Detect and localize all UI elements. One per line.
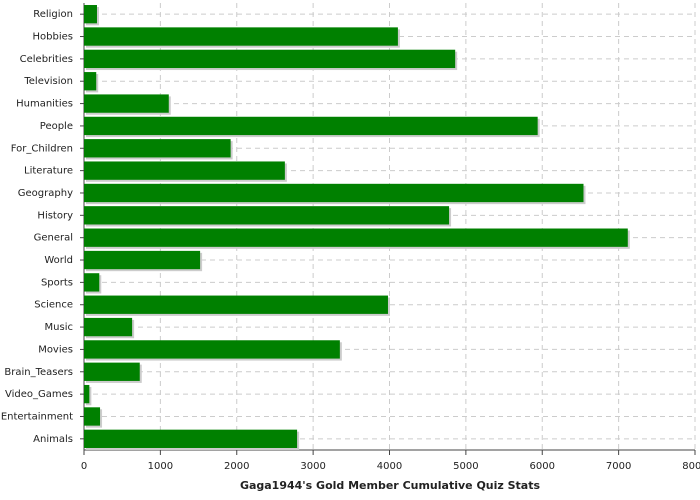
bar bbox=[84, 116, 538, 136]
x-tick-label: 6000 bbox=[530, 461, 555, 472]
bar bbox=[84, 139, 231, 158]
x-axis-title: Gaga1944's Gold Member Cumulative Quiz S… bbox=[240, 479, 541, 492]
bar bbox=[84, 27, 398, 46]
y-tick-label: Animals bbox=[33, 434, 73, 445]
y-tick-label: General bbox=[34, 233, 73, 244]
x-tick-label: 1000 bbox=[148, 461, 173, 472]
y-tick-label: Science bbox=[34, 300, 73, 311]
x-tick-label: 4000 bbox=[377, 461, 402, 472]
bar bbox=[84, 340, 340, 359]
x-tick-label: 0 bbox=[81, 461, 87, 472]
bar bbox=[84, 206, 450, 225]
y-tick-label: Brain_Teasers bbox=[4, 367, 73, 378]
y-tick-label: Video_Games bbox=[5, 389, 73, 400]
y-tick-label: Entertainment bbox=[1, 411, 73, 422]
y-tick-label: Humanities bbox=[16, 99, 73, 110]
bar bbox=[84, 295, 388, 314]
x-tick-label: 7000 bbox=[606, 461, 631, 472]
x-tick-label: 5000 bbox=[453, 461, 478, 472]
y-tick-label: History bbox=[37, 210, 73, 221]
y-tick-label: Sports bbox=[41, 277, 73, 288]
y-tick-label: Literature bbox=[24, 166, 73, 177]
y-tick-label: Movies bbox=[38, 344, 73, 355]
y-tick-label: Celebrities bbox=[20, 54, 73, 65]
bar bbox=[84, 49, 456, 69]
bar bbox=[84, 161, 285, 180]
x-tick-label: 2000 bbox=[224, 461, 249, 472]
y-tick-label: Music bbox=[45, 322, 73, 333]
y-tick-label: Religion bbox=[33, 9, 73, 20]
bar bbox=[84, 384, 90, 404]
bar bbox=[84, 183, 584, 203]
y-tick-label: Hobbies bbox=[33, 32, 73, 43]
bar bbox=[84, 362, 140, 381]
y-tick-label: World bbox=[44, 255, 73, 266]
x-tick-label: 3000 bbox=[300, 461, 325, 472]
bar bbox=[84, 94, 169, 113]
y-tick-label: For_Children bbox=[11, 143, 73, 154]
bar bbox=[84, 5, 97, 24]
y-tick-label: People bbox=[40, 121, 73, 132]
bar bbox=[84, 317, 133, 337]
x-tick-label: 8000 bbox=[682, 461, 700, 472]
bar bbox=[84, 407, 101, 426]
bar bbox=[84, 250, 201, 270]
bar bbox=[84, 273, 100, 292]
y-tick-label: Television bbox=[23, 76, 73, 87]
bar bbox=[84, 429, 298, 448]
y-tick-label: Geography bbox=[18, 188, 73, 199]
bar bbox=[84, 228, 628, 247]
bar bbox=[84, 72, 97, 91]
